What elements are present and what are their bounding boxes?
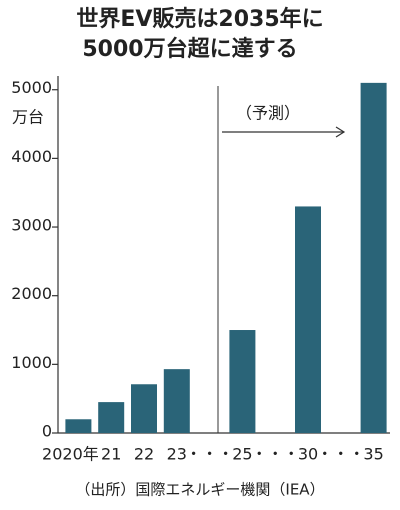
x-tick-label: 21	[101, 445, 121, 464]
annotation-arrow-head	[335, 126, 346, 138]
x-tick-label: ・・・	[317, 445, 365, 464]
y-unit: 万台	[12, 108, 44, 127]
chart-title: 世界EV販売は2035年に	[76, 6, 323, 32]
source: （出所）国際エネルギー機関（IEA）	[75, 481, 324, 499]
x-tick-label: 25	[232, 445, 252, 464]
bar	[295, 206, 321, 433]
bar	[98, 402, 125, 433]
bar	[163, 369, 190, 433]
y-tick-label: 2000	[11, 284, 52, 303]
x-tick-label: 30	[298, 445, 318, 464]
annotation: （予測）	[236, 104, 300, 123]
x-tick-label: ・・・	[186, 445, 234, 464]
x-tick-label: 22	[134, 445, 154, 464]
bar	[65, 419, 92, 433]
x-tick-label: 2020年	[42, 445, 99, 464]
x-tick-label: ・・・	[251, 445, 299, 464]
x-tick-label: 35	[363, 445, 383, 464]
bar	[131, 384, 157, 433]
bar	[360, 82, 387, 433]
chart-title: 5000万台超に達する	[82, 36, 297, 62]
y-tick-label: 3000	[11, 216, 52, 235]
y-tick-label: 0	[42, 422, 52, 441]
x-tick-label: 23	[167, 445, 187, 464]
y-tick-label: 1000	[11, 353, 52, 372]
y-tick-label: 5000	[11, 78, 52, 97]
y-tick-label: 4000	[11, 147, 52, 166]
bar	[229, 330, 256, 433]
